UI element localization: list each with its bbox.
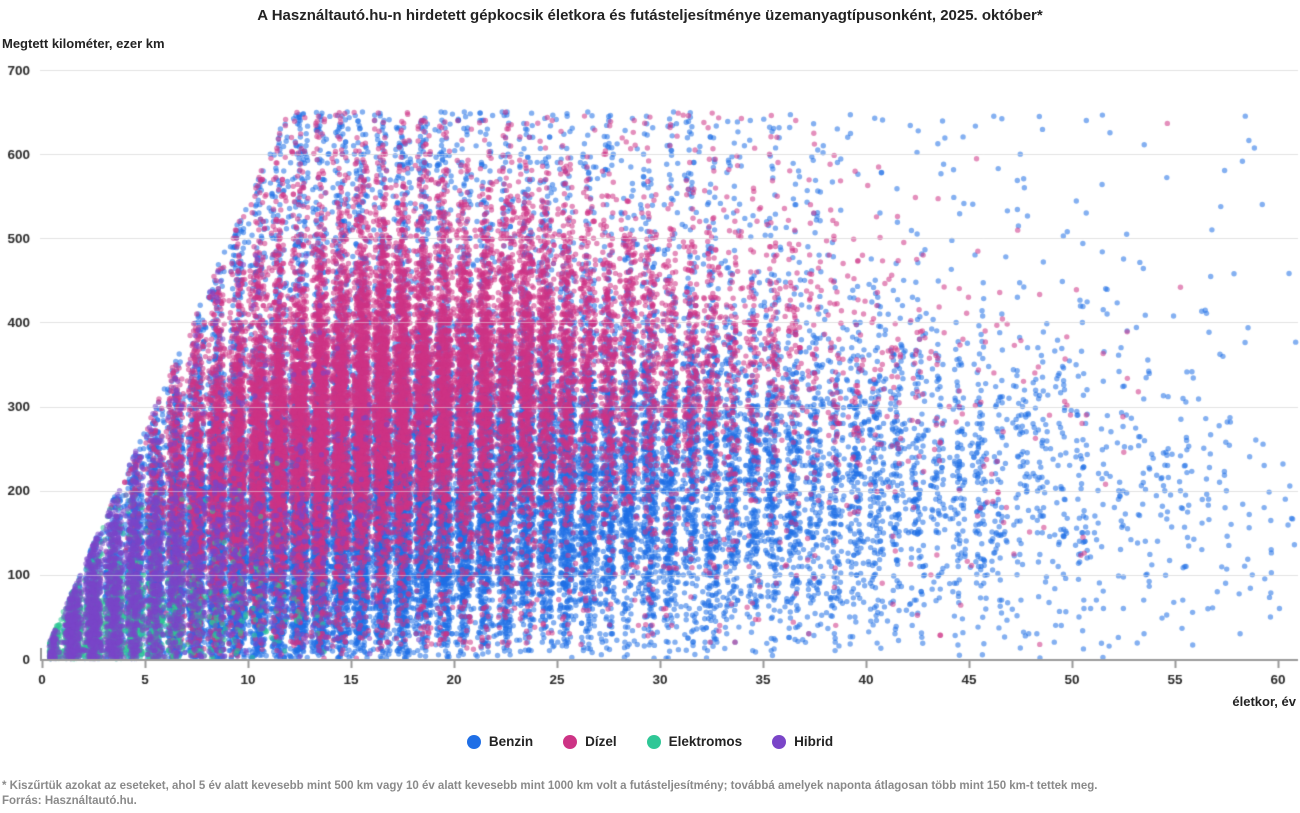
legend: Benzin Dízel Elektromos Hibrid xyxy=(0,734,1300,749)
legend-dot-hibrid xyxy=(772,734,787,749)
legend-label-elektromos: Elektromos xyxy=(668,734,743,749)
legend-label-benzin: Benzin xyxy=(488,734,534,749)
legend-dot-elektromos xyxy=(646,734,661,749)
legend-item-elektromos[interactable]: Elektromos xyxy=(646,734,743,749)
legend-label-dizel: Dízel xyxy=(585,734,617,749)
footnote-filter-note: * Kiszűrtük azokat az eseteket, ahol 5 é… xyxy=(2,780,1098,792)
scatter-plot-canvas xyxy=(0,0,1300,730)
legend-item-hibrid[interactable]: Hibrid xyxy=(772,734,833,749)
legend-dot-dizel xyxy=(563,734,578,749)
footnote-source: Forrás: Használtautó.hu. xyxy=(2,795,137,807)
legend-label-hibrid: Hibrid xyxy=(794,734,834,749)
legend-item-benzin[interactable]: Benzin xyxy=(466,734,534,749)
legend-item-dizel[interactable]: Dízel xyxy=(563,734,617,749)
x-axis-title: életkor, év xyxy=(1232,694,1296,709)
legend-dot-benzin xyxy=(466,734,481,749)
